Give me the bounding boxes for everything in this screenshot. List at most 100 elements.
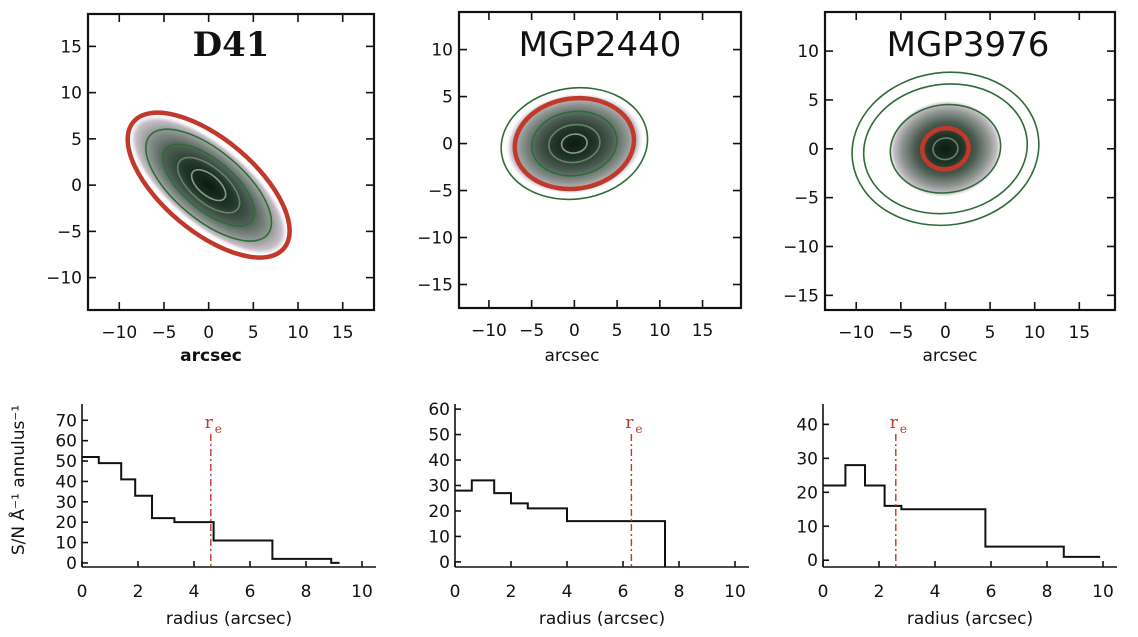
y-tick-label: 10	[55, 534, 77, 554]
x-tick-label: −5	[519, 321, 544, 341]
y-tick-label: 5	[442, 88, 453, 108]
profile-x-label-d41: radius (arcsec)	[166, 609, 292, 629]
y-tick-label: 10	[431, 41, 453, 61]
re-marker-subscript: e	[900, 422, 907, 436]
plot-frame	[457, 10, 743, 310]
x-axis-label-d41: arcsec	[180, 346, 242, 366]
x-tick-label: −5	[151, 323, 176, 343]
y-tick-label: 50	[55, 452, 77, 472]
y-tick-label: 10	[796, 517, 818, 537]
isophote-ellipse	[145, 128, 273, 242]
re-marker-label: r	[890, 413, 899, 433]
y-tick-label: 70	[55, 411, 77, 431]
x-tick-label: −10	[101, 323, 137, 343]
y-tick-label: −10	[46, 269, 82, 289]
y-tick-label: 20	[428, 502, 450, 522]
panel-d41: D41 arcsec −10 −5 0 5 10 15 15 10 5 0 −5 −10	[46, 12, 376, 366]
y-tick-label: 0	[439, 553, 450, 573]
x-tick-label: 0	[450, 582, 461, 602]
y-tick-label: 0	[807, 551, 818, 571]
x-tick-label: 5	[985, 323, 996, 343]
x-tick-label: 15	[692, 321, 714, 341]
x-axis-label-mgp3976: arcsec	[922, 346, 977, 366]
x-tick-label: 10	[351, 582, 373, 602]
isophote-ellipse	[500, 86, 649, 201]
galaxy-image	[129, 115, 288, 256]
y-tick-label: 50	[428, 426, 450, 446]
plot-frame	[86, 12, 376, 312]
x-tick-label: 0	[203, 323, 214, 343]
profile-x-label-mgp3976: radius (arcsec)	[907, 609, 1033, 629]
y-tick-label: 0	[808, 140, 819, 160]
sn-profile-step	[455, 479, 666, 567]
x-tick-label: 6	[986, 582, 997, 602]
x-tick-label: 0	[940, 323, 951, 343]
x-tick-label: 0	[818, 582, 829, 602]
panel-title-mgp2440: MGP2440	[519, 25, 682, 65]
profile-y-label: S/N Å⁻¹ annulus⁻¹	[7, 405, 29, 555]
x-tick-label: 8	[301, 582, 312, 602]
isophote-ellipse	[862, 83, 1029, 215]
x-tick-label: 4	[930, 582, 941, 602]
re-marker-subscript: e	[635, 422, 642, 436]
effective-radius-ellipse	[920, 125, 971, 172]
effective-radius-ellipse	[125, 110, 292, 260]
x-tick-label: 8	[674, 582, 685, 602]
y-tick-label: 40	[428, 451, 450, 471]
y-tick-label: −5	[794, 189, 819, 209]
x-tick-label: −10	[838, 323, 874, 343]
isophote-ellipse	[161, 143, 256, 227]
isophote-ellipse	[548, 123, 601, 164]
sn-profile-step	[823, 464, 1101, 558]
x-tick-label: 4	[189, 582, 200, 602]
x-tick-label: 6	[245, 582, 256, 602]
y-tick-label: 5	[71, 130, 82, 150]
x-tick-label: −10	[471, 321, 507, 341]
y-tick-label: −15	[783, 286, 819, 306]
isophote-ellipse	[889, 103, 1002, 194]
y-tick-label: −5	[428, 182, 453, 202]
x-tick-label: 0	[569, 321, 580, 341]
y-tick-label: 60	[428, 400, 450, 420]
profile-panel-mgp2440: radius (arcsec) 0 2 4 6 8 10 0 10 20 30 40 50 60 r e	[428, 400, 749, 629]
isophote-ellipse	[560, 133, 588, 154]
y-tick-label: 0	[442, 135, 453, 155]
y-tick-label: −5	[57, 222, 82, 242]
x-tick-label: 10	[1092, 582, 1114, 602]
x-tick-label: 0	[77, 582, 88, 602]
x-tick-label: 15	[1068, 323, 1090, 343]
galaxy-image	[505, 93, 643, 194]
y-tick-label: 10	[60, 84, 82, 104]
isophote-ellipse	[932, 137, 959, 161]
panel-title-mgp3976: MGP3976	[887, 25, 1050, 65]
x-tick-label: 15	[332, 323, 354, 343]
isophote-ellipse	[176, 156, 241, 214]
galaxy-image	[889, 100, 1002, 198]
re-marker-label: r	[625, 413, 634, 433]
y-tick-label: 15	[60, 37, 82, 57]
y-tick-label: 60	[55, 432, 77, 452]
x-tick-label: 10	[724, 582, 746, 602]
profile-x-label-mgp2440: radius (arcsec)	[539, 609, 665, 629]
isophote-ellipse	[531, 110, 618, 177]
x-tick-label: 10	[287, 323, 309, 343]
x-tick-label: 2	[506, 582, 517, 602]
y-tick-label: −10	[417, 229, 453, 249]
profile-panel-d41: radius (arcsec) S/N Å⁻¹ annulus⁻¹ 0 2 4 6 8 1…	[7, 404, 376, 629]
isophote-ellipse	[190, 168, 227, 202]
y-tick-label: 10	[797, 42, 819, 62]
y-tick-label: 0	[66, 554, 77, 574]
x-tick-label: 10	[1024, 323, 1046, 343]
sn-profile-step	[82, 455, 340, 564]
profile-panel-mgp3976: radius (arcsec) 0 2 4 6 8 10 0 10 20 30 40 r e	[796, 404, 1117, 629]
y-tick-label: 30	[796, 449, 818, 469]
y-tick-label: 10	[428, 527, 450, 547]
panel-mgp3976: MGP3976 arcsec −10 −5 0 5 10 15 10 5 0 −5 −10 −15	[783, 10, 1117, 366]
x-tick-label: 8	[1042, 582, 1053, 602]
re-marker-label: r	[205, 413, 214, 433]
x-tick-label: 4	[562, 582, 573, 602]
isophote-ellipse	[851, 71, 1040, 227]
y-tick-label: 20	[55, 513, 77, 533]
effective-radius-ellipse	[512, 95, 637, 192]
